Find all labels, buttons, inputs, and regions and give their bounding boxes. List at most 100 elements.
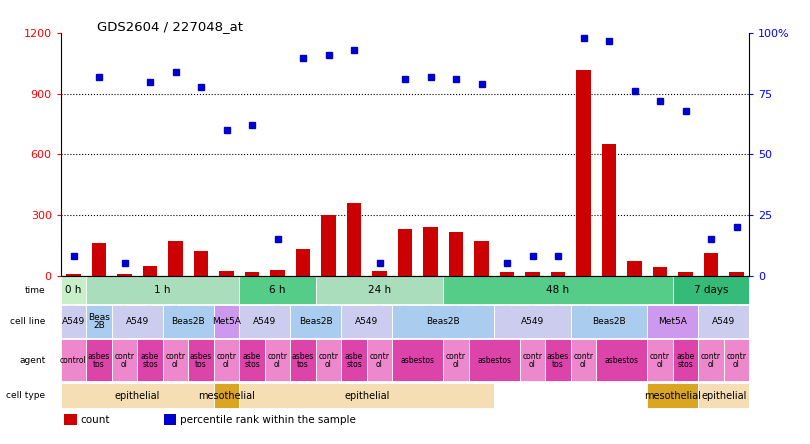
Text: A549: A549: [253, 317, 276, 326]
Text: A549: A549: [62, 317, 85, 326]
Bar: [214, 383, 239, 408]
Text: contr
ol: contr ol: [701, 352, 721, 369]
Bar: [520, 340, 545, 381]
Text: GDS2604 / 227048_at: GDS2604 / 227048_at: [97, 20, 243, 33]
Text: asbe
stos: asbe stos: [141, 352, 159, 369]
Text: time: time: [25, 285, 45, 295]
Bar: [194, 251, 208, 276]
Bar: [596, 340, 647, 381]
Text: Beas
2B: Beas 2B: [88, 313, 110, 330]
Bar: [373, 270, 386, 276]
Bar: [168, 241, 182, 276]
Bar: [398, 229, 412, 276]
Text: 0 h: 0 h: [66, 285, 82, 295]
Bar: [239, 305, 290, 338]
Bar: [628, 262, 642, 276]
Bar: [112, 340, 137, 381]
Text: contr
ol: contr ol: [318, 352, 339, 369]
Bar: [61, 340, 86, 381]
Text: contr
ol: contr ol: [522, 352, 543, 369]
Text: cell line: cell line: [10, 317, 45, 326]
Text: A549: A549: [126, 317, 149, 326]
Text: epithelial: epithelial: [344, 391, 390, 400]
Text: contr
ol: contr ol: [369, 352, 390, 369]
Bar: [143, 266, 157, 276]
Bar: [392, 340, 443, 381]
Bar: [66, 274, 80, 276]
Bar: [698, 340, 724, 381]
Bar: [296, 250, 310, 276]
Bar: [86, 276, 239, 304]
Bar: [137, 340, 163, 381]
Text: contr
ol: contr ol: [650, 352, 670, 369]
Text: mesothelial: mesothelial: [198, 391, 255, 400]
Text: contr
ol: contr ol: [216, 352, 237, 369]
Bar: [653, 266, 667, 276]
Bar: [526, 272, 539, 276]
Bar: [724, 340, 749, 381]
Bar: [367, 340, 392, 381]
Text: 7 days: 7 days: [693, 285, 728, 295]
Text: Beas2B: Beas2B: [299, 317, 333, 326]
Bar: [347, 203, 361, 276]
Bar: [316, 340, 341, 381]
Text: contr
ol: contr ol: [727, 352, 747, 369]
Text: cell type: cell type: [6, 391, 45, 400]
Bar: [571, 340, 596, 381]
Text: asbes
tos: asbes tos: [190, 352, 212, 369]
Text: contr
ol: contr ol: [114, 352, 134, 369]
Bar: [443, 340, 469, 381]
Bar: [449, 232, 463, 276]
Text: asbe
stos: asbe stos: [676, 352, 695, 369]
Bar: [290, 340, 316, 381]
Text: mesothelial: mesothelial: [644, 391, 701, 400]
Bar: [86, 340, 112, 381]
Text: Met5A: Met5A: [659, 317, 687, 326]
Text: asbestos: asbestos: [401, 356, 435, 365]
Text: 6 h: 6 h: [269, 285, 286, 295]
Bar: [61, 276, 86, 304]
Text: agent: agent: [19, 356, 45, 365]
Text: contr
ol: contr ol: [573, 352, 594, 369]
Bar: [214, 305, 239, 338]
Bar: [475, 241, 488, 276]
Text: contr
ol: contr ol: [165, 352, 185, 369]
Text: 48 h: 48 h: [547, 285, 569, 295]
Text: asbes
tos: asbes tos: [87, 352, 110, 369]
Text: Met5A: Met5A: [212, 317, 241, 326]
Text: epithelial: epithelial: [114, 391, 160, 400]
Text: Beas2B: Beas2B: [592, 317, 626, 326]
Text: 24 h: 24 h: [368, 285, 391, 295]
Text: A549: A549: [521, 317, 544, 326]
Bar: [239, 276, 316, 304]
Bar: [341, 340, 367, 381]
Bar: [61, 305, 86, 338]
Bar: [117, 274, 131, 276]
Bar: [673, 276, 749, 304]
Bar: [469, 340, 520, 381]
Text: A549: A549: [712, 317, 735, 326]
Bar: [545, 340, 571, 381]
Bar: [290, 305, 341, 338]
Bar: [698, 383, 749, 408]
Bar: [679, 272, 693, 276]
Text: asbes
tos: asbes tos: [547, 352, 569, 369]
Bar: [571, 305, 647, 338]
Bar: [92, 243, 106, 276]
Text: contr
ol: contr ol: [446, 352, 466, 369]
Bar: [188, 340, 214, 381]
Bar: [443, 276, 673, 304]
Bar: [500, 272, 514, 276]
Bar: [271, 270, 284, 276]
Bar: [316, 276, 443, 304]
Bar: [239, 340, 265, 381]
Bar: [64, 414, 77, 425]
Bar: [647, 340, 673, 381]
Text: asbestos: asbestos: [477, 356, 511, 365]
Bar: [392, 305, 494, 338]
Text: asbe
stos: asbe stos: [345, 352, 363, 369]
Text: A549: A549: [355, 317, 378, 326]
Bar: [239, 383, 494, 408]
Bar: [704, 254, 718, 276]
Text: asbestos: asbestos: [605, 356, 639, 365]
